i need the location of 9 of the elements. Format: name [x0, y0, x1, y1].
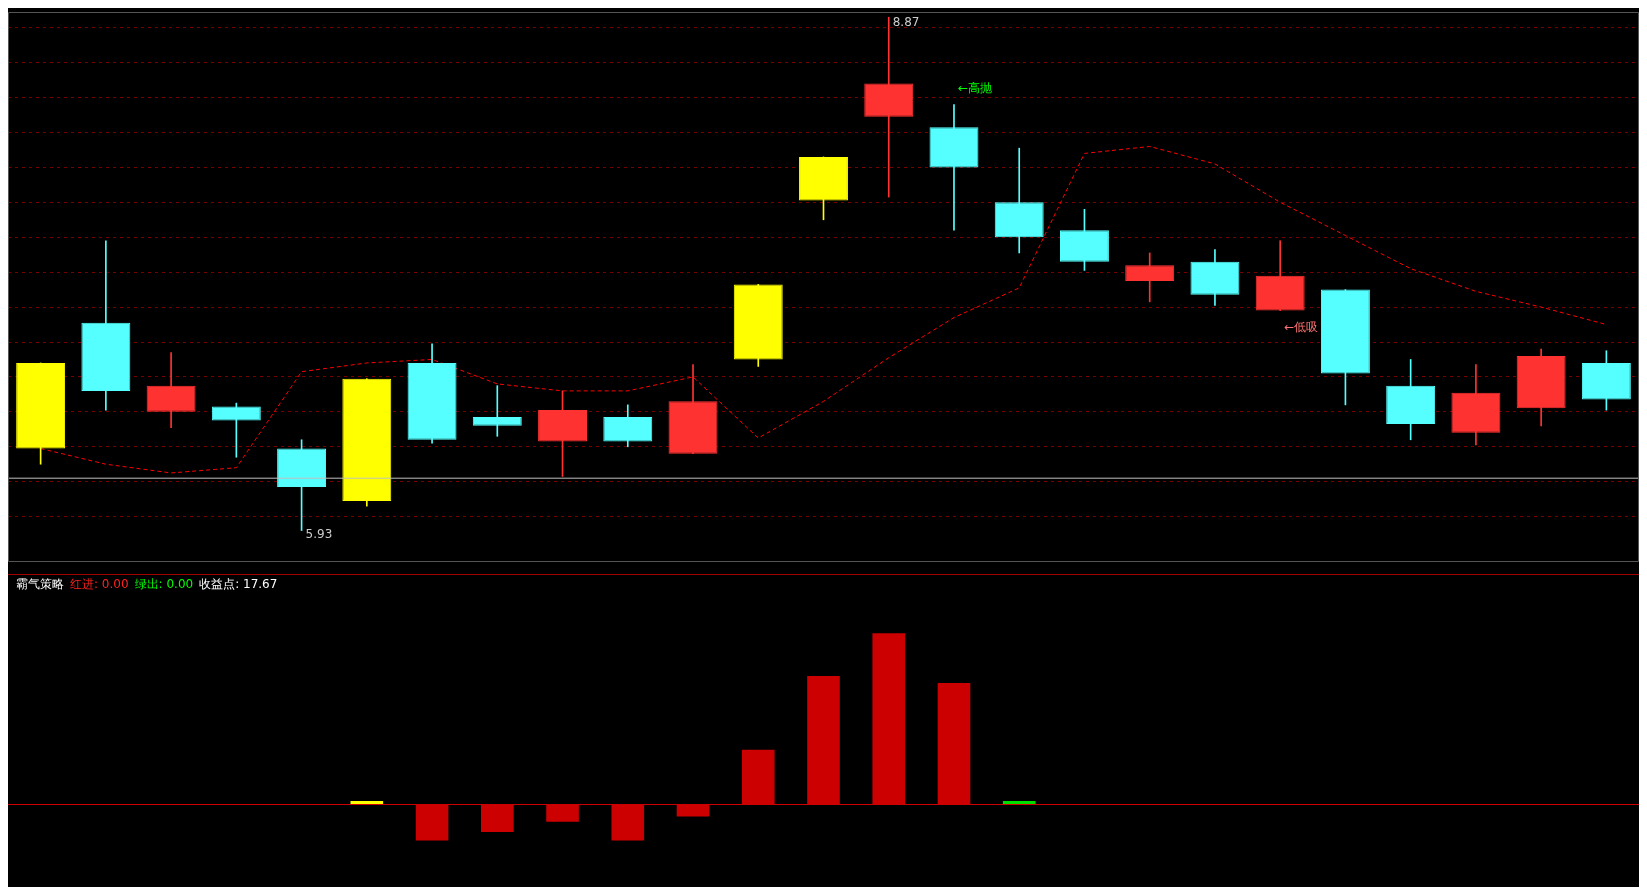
text: 绿出: 0.00 [134, 577, 194, 592]
annotation: ←低吸 [1284, 320, 1319, 335]
annotation: ←高抛 [957, 81, 993, 96]
candlestick [472, 385, 522, 437]
text: 红进: 0.00 [70, 577, 129, 592]
text: 收益点: 17.67 [199, 577, 278, 592]
text: 霸气策略 [16, 577, 64, 592]
annotation: 8.87 [892, 15, 920, 30]
annotation: 5.93 [305, 526, 333, 541]
